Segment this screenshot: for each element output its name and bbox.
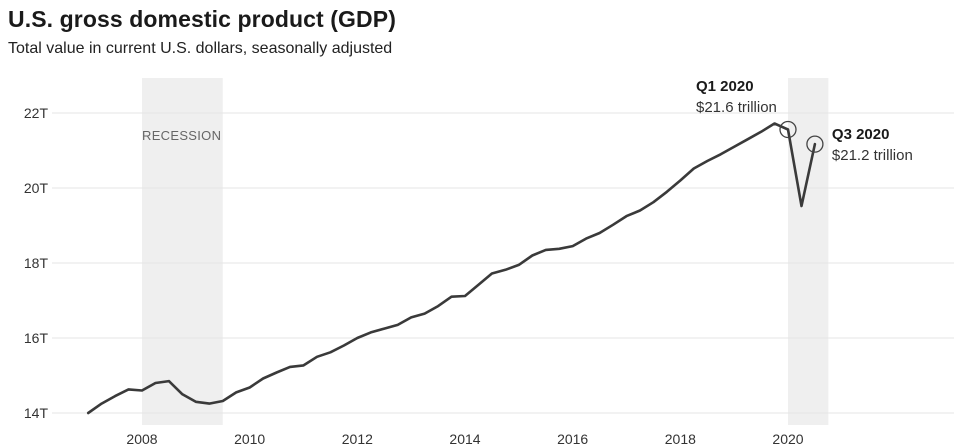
gdp-series-line: [86, 122, 817, 415]
y-tick-label: 18T: [24, 255, 49, 271]
x-tick-label: 2016: [557, 431, 588, 447]
annotation-circle: [779, 120, 797, 139]
annotation-circle: [806, 135, 824, 153]
x-tick-label: 2020: [772, 431, 803, 447]
x-tick-label: 2018: [665, 431, 696, 447]
recession-band: [788, 78, 829, 425]
annotation-value: $21.2 trillion: [832, 147, 913, 164]
y-tick-label: 14T: [24, 405, 49, 421]
x-tick-label: 2012: [342, 431, 373, 447]
y-tick-label: 20T: [24, 180, 49, 196]
y-tick-label: 22T: [24, 105, 49, 121]
chart-title: U.S. gross domestic product (GDP): [8, 6, 396, 32]
x-tick-label: 2014: [449, 431, 480, 447]
recession-label: RECESSION: [142, 128, 221, 143]
x-tick-label: 2010: [234, 431, 265, 447]
x-tick-label: 2008: [126, 431, 157, 447]
chart-subtitle: Total value in current U.S. dollars, sea…: [8, 40, 393, 57]
recession-band: [142, 78, 223, 425]
annotation-value: $21.6 trillion: [696, 99, 777, 116]
annotation-title: Q3 2020: [832, 126, 890, 143]
y-tick-label: 16T: [24, 330, 49, 346]
annotation-title: Q1 2020: [696, 78, 754, 95]
